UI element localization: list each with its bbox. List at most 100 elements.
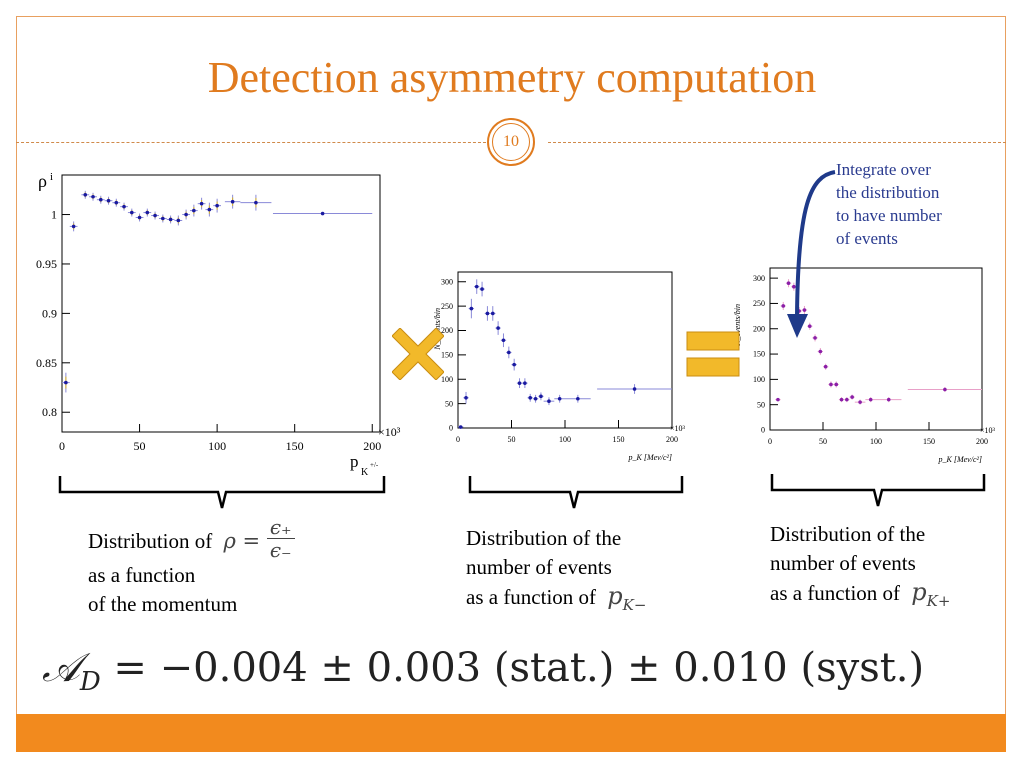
data-point [907, 386, 982, 393]
point-marker [792, 284, 796, 289]
data-point [876, 397, 902, 403]
caption-text: as a function of [466, 585, 597, 609]
x-axis-label: p [350, 452, 359, 471]
caption-rho-line3: of the momentum [88, 592, 238, 616]
point-marker [868, 397, 873, 402]
point-marker [485, 311, 490, 316]
point-marker [464, 395, 468, 400]
point-marker [576, 396, 580, 401]
data-point [532, 394, 539, 403]
data-point [96, 195, 105, 204]
y-tick-label: 0.9 [42, 306, 57, 320]
point-marker [137, 215, 142, 220]
data-point [511, 358, 517, 371]
data-point [828, 381, 834, 388]
data-point [812, 334, 818, 342]
data-point [554, 394, 565, 403]
rho-fraction: ϵ₊ ϵ₋ [266, 516, 295, 561]
y-tick-label: 250 [753, 299, 765, 308]
point-marker [786, 281, 791, 285]
data-point [240, 194, 272, 211]
rho-lhs: ρ = [223, 529, 261, 553]
point-marker [496, 326, 500, 330]
point-marker [184, 212, 188, 217]
y-tick-label: 300 [753, 274, 765, 283]
x-tick-label: 150 [613, 435, 625, 444]
caption-rho-line2: as a function [88, 563, 196, 587]
point-marker [850, 395, 854, 399]
data-point [272, 211, 373, 216]
point-marker [507, 350, 511, 355]
data-point [166, 215, 175, 224]
note-line: Integrate over [836, 160, 931, 179]
point-marker [320, 211, 325, 216]
data-point [865, 397, 876, 403]
data-point [81, 190, 90, 199]
point-marker [943, 387, 947, 392]
integrate-arrow [787, 170, 836, 338]
point-marker [122, 204, 126, 209]
point-marker [886, 397, 891, 402]
point-marker [776, 397, 780, 402]
point-marker [215, 203, 219, 208]
caption-rho-line1: Distribution of ρ = ϵ₊ ϵ₋ [88, 516, 295, 561]
caption-text: as a function of [770, 581, 901, 605]
point-marker [858, 400, 862, 404]
data-point [62, 372, 70, 393]
y-axis-label-sub: i [50, 171, 53, 183]
data-point [224, 194, 241, 209]
y-tick-label: 250 [441, 302, 453, 311]
point-marker [114, 200, 119, 205]
pk-minus-sub: K− [622, 595, 647, 614]
point-marker [512, 362, 516, 367]
data-point [801, 305, 808, 315]
brace-left [58, 476, 386, 509]
caption-kplus-line1: Distribution of the [770, 522, 926, 546]
brace-middle [468, 476, 684, 509]
point-marker [528, 395, 533, 400]
point-marker [106, 198, 111, 203]
caption-kplus-line3: as a function of pK+ [770, 578, 950, 616]
point-marker [98, 197, 103, 202]
x-tick-label: 150 [286, 439, 304, 453]
point-marker [501, 338, 506, 343]
multiply-icon [392, 328, 444, 380]
y-tick-label: 150 [753, 350, 765, 359]
point-marker [458, 425, 463, 429]
data-point [484, 306, 491, 321]
events-kminus-chart: 050100150200050100150200250300×10³N_even… [433, 271, 686, 462]
y-tick-label: 100 [753, 375, 765, 384]
y-tick-label: 150 [441, 351, 453, 360]
data-point [506, 346, 512, 359]
multiply-shape [392, 328, 444, 380]
point-marker [823, 364, 828, 369]
point-marker [176, 218, 181, 223]
data-point [527, 393, 533, 402]
title-divider-left [16, 142, 486, 143]
point-marker [839, 397, 844, 402]
x-axis-label: p_K [Mev/c²] [938, 455, 983, 464]
point-marker [813, 336, 817, 340]
data-point [135, 213, 144, 222]
data-point [143, 208, 152, 217]
x-tick-label: 50 [508, 435, 516, 444]
x-tick-label: 200 [666, 435, 678, 444]
x-axis-label-sup: +/- [370, 461, 379, 469]
caption-kminus-line1: Distribution of the [466, 526, 622, 550]
plot-frame [457, 271, 673, 429]
data-point [775, 397, 781, 402]
x-tick-label: 50 [134, 439, 146, 453]
data-point [89, 192, 97, 201]
x-tick-label: 100 [208, 439, 226, 453]
y-tick-label: 50 [757, 400, 765, 409]
point-marker [91, 194, 95, 199]
data-point [158, 214, 167, 223]
caption-kminus: Distribution of the number of events as … [466, 524, 646, 620]
data-point [112, 198, 121, 207]
x-axis-label-sub: K [361, 467, 369, 478]
point-marker [802, 308, 807, 312]
y-tick-label: 0.85 [36, 356, 57, 370]
data-point [127, 208, 136, 217]
point-marker [818, 349, 823, 354]
data-point [597, 384, 672, 394]
